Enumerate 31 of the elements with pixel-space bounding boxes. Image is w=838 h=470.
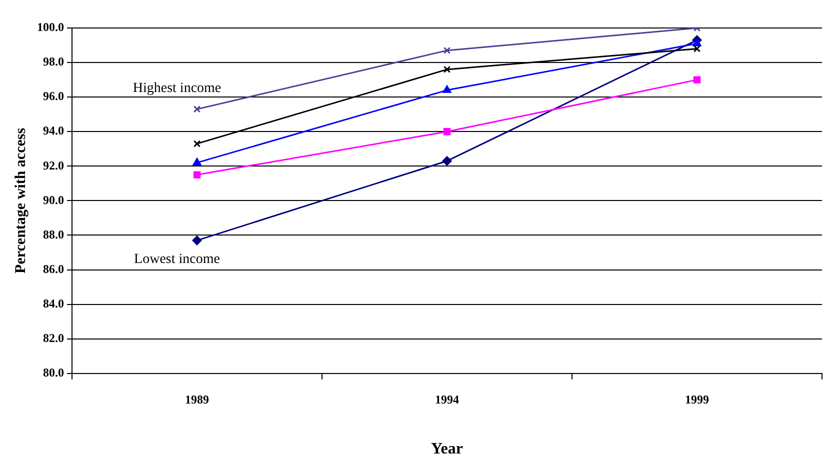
point bbox=[692, 38, 702, 46]
y-tick-label: 100.0 bbox=[37, 20, 64, 34]
point bbox=[443, 46, 451, 54]
point bbox=[442, 85, 452, 93]
y-tick-label: 86.0 bbox=[43, 262, 64, 276]
y-tick-label: 80.0 bbox=[43, 365, 64, 380]
point bbox=[193, 140, 201, 148]
point bbox=[443, 128, 451, 136]
y-tick-label: 94.0 bbox=[43, 124, 64, 138]
y-tick-label: 82.0 bbox=[43, 330, 64, 345]
y-tick-label: 88.0 bbox=[43, 227, 64, 242]
series-label: Lowest income bbox=[134, 252, 220, 268]
point bbox=[192, 158, 202, 166]
point bbox=[193, 171, 201, 178]
y-tick-label: 90.0 bbox=[43, 192, 64, 207]
point bbox=[442, 156, 452, 166]
x-tick-label: 1999 bbox=[685, 392, 709, 407]
y-tick-label: 98.0 bbox=[43, 54, 64, 69]
x-tick-label: 1994 bbox=[435, 392, 459, 407]
point bbox=[193, 106, 201, 113]
series-label: Highest income bbox=[132, 80, 222, 96]
point bbox=[192, 236, 202, 246]
x-tick-label: 1989 bbox=[185, 392, 209, 407]
y-tick-label: 96.0 bbox=[43, 89, 64, 104]
y-axis-title: Percentage with access bbox=[12, 128, 29, 274]
point bbox=[443, 66, 451, 74]
x-axis-title: Year bbox=[431, 440, 463, 458]
point bbox=[693, 76, 701, 84]
y-tick-label: 84.0 bbox=[43, 296, 64, 310]
y-tick-label: 92.0 bbox=[43, 158, 64, 172]
point bbox=[693, 45, 701, 52]
